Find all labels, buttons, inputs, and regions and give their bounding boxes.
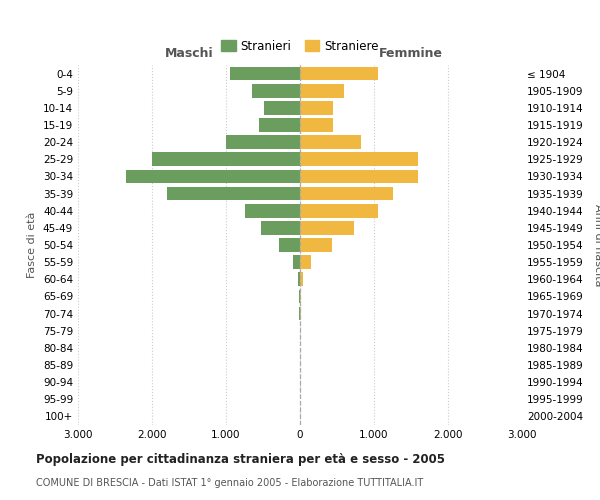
Bar <box>293 256 300 269</box>
Bar <box>300 221 354 234</box>
Bar <box>300 136 361 149</box>
Bar <box>300 238 332 252</box>
Text: Maschi: Maschi <box>164 47 214 60</box>
Text: Popolazione per cittadinanza straniera per età e sesso - 2005: Popolazione per cittadinanza straniera p… <box>36 452 445 466</box>
Bar <box>298 272 300 286</box>
Text: COMUNE DI BRESCIA - Dati ISTAT 1° gennaio 2005 - Elaborazione TUTTITALIA.IT: COMUNE DI BRESCIA - Dati ISTAT 1° gennai… <box>36 478 423 488</box>
Bar <box>300 152 418 166</box>
Bar <box>279 238 300 252</box>
Bar <box>300 272 303 286</box>
Y-axis label: Fasce di età: Fasce di età <box>28 212 37 278</box>
Bar <box>300 306 301 320</box>
Bar <box>252 84 300 98</box>
Bar <box>300 290 301 304</box>
Text: Femmine: Femmine <box>379 47 443 60</box>
Bar <box>245 204 300 218</box>
Bar <box>265 101 300 114</box>
Bar <box>259 118 300 132</box>
Bar <box>230 66 300 80</box>
Bar <box>299 306 300 320</box>
Bar <box>299 290 300 304</box>
Bar <box>300 101 334 114</box>
Bar <box>300 256 311 269</box>
Bar <box>152 152 300 166</box>
Bar <box>300 84 344 98</box>
Bar <box>300 204 378 218</box>
Bar <box>261 221 300 234</box>
Bar <box>300 66 378 80</box>
Bar <box>300 170 418 183</box>
Bar <box>126 170 300 183</box>
Legend: Stranieri, Straniere: Stranieri, Straniere <box>217 35 383 58</box>
Bar <box>300 186 392 200</box>
Bar <box>300 118 334 132</box>
Y-axis label: Anni di nascita: Anni di nascita <box>593 204 600 286</box>
Bar <box>226 136 300 149</box>
Bar <box>167 186 300 200</box>
